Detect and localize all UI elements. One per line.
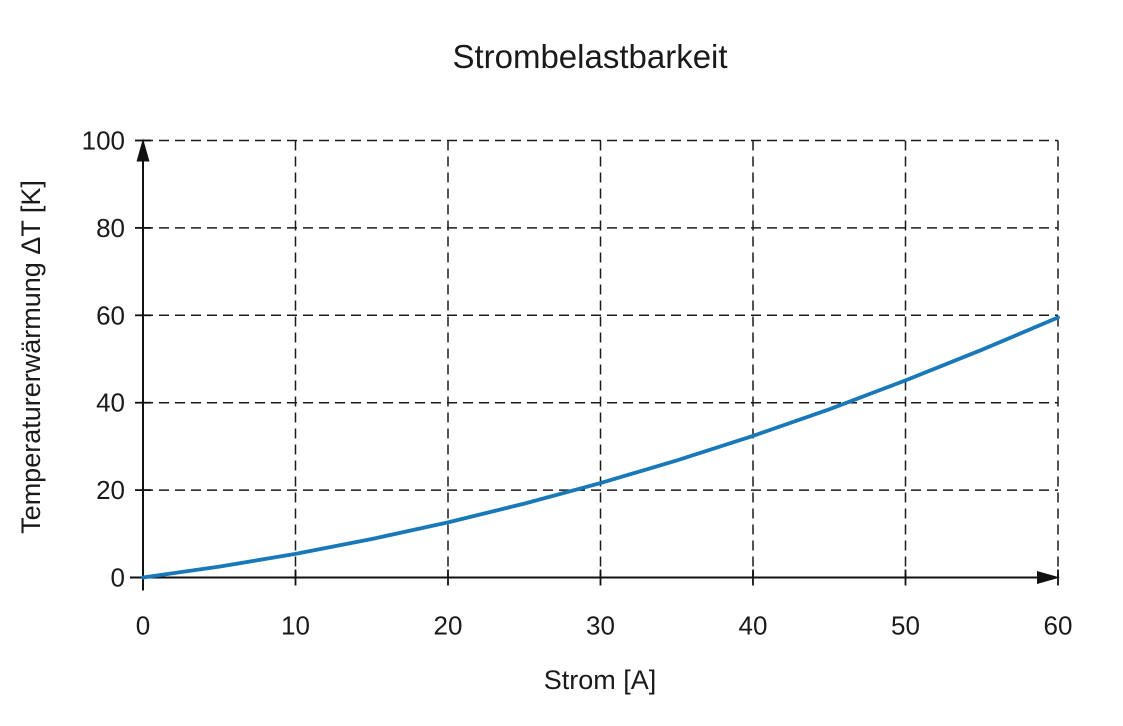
x-tick-label: 50 <box>891 611 920 641</box>
x-tick-label: 10 <box>281 611 310 641</box>
gridlines <box>143 139 1059 578</box>
axis-ticks <box>135 139 1059 586</box>
y-axis-label: Temperaturerwärmung ΔT [K] <box>16 180 46 534</box>
y-tick-labels: 0 20 40 60 80 100 <box>82 126 125 593</box>
x-tick-label: 0 <box>136 611 150 641</box>
x-tick-labels: 0 10 20 30 40 50 60 <box>136 611 1073 641</box>
y-tick-label: 20 <box>96 475 125 505</box>
y-tick-label: 80 <box>96 213 125 243</box>
chart-title: Strombelastbarkeit <box>452 38 727 75</box>
x-axis-arrowhead <box>1037 571 1060 584</box>
x-tick-label: 60 <box>1044 611 1073 641</box>
y-tick-label: 0 <box>111 563 125 593</box>
y-tick-label: 40 <box>96 388 125 418</box>
y-axis-arrowhead <box>136 138 150 162</box>
axes <box>130 138 1060 591</box>
x-tick-label: 30 <box>586 611 615 641</box>
data-line <box>141 315 1060 580</box>
y-tick-label: 100 <box>82 126 125 156</box>
x-tick-label: 40 <box>739 611 768 641</box>
x-axis-label: Strom [A] <box>544 665 657 695</box>
x-tick-label: 20 <box>434 611 463 641</box>
y-tick-label: 60 <box>96 300 125 330</box>
